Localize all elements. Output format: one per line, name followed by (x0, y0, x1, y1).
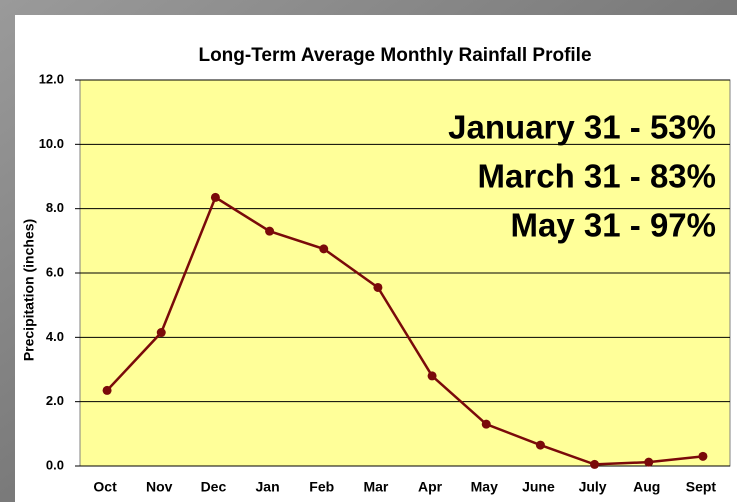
annotation: January 31 - 53% (448, 109, 716, 146)
y-tick-label: 8.0 (46, 200, 64, 215)
plot: Oct Nov Dec Jan Feb Mar Apr May June July Aug Sept (93, 192, 717, 495)
y-tick-label: 4.0 (46, 329, 64, 344)
marker (644, 457, 654, 467)
x-tick-label: Dec (201, 479, 227, 495)
y-tick-label: 6.0 (46, 264, 64, 279)
annotations: January 31 - 53% March 31 - 83% May 31 - 9… (448, 109, 716, 244)
line (106, 195, 704, 466)
marker (590, 459, 600, 469)
marker (373, 282, 383, 292)
x-tick-label: Sept (686, 479, 717, 495)
x-tick-label: June (522, 479, 555, 495)
marker (427, 371, 437, 381)
y-tick-label: 0.0 (46, 457, 64, 472)
x-tick-label: May (471, 479, 498, 495)
x-tick-label: Feb (309, 479, 334, 495)
marker (481, 419, 491, 429)
x-tick-label: Aug (633, 479, 660, 495)
marker (156, 328, 166, 338)
marker (319, 244, 329, 254)
x-tick-label: Apr (418, 479, 443, 495)
marker (535, 440, 545, 450)
annotation: May 31 - 97% (511, 207, 716, 244)
marker (698, 451, 708, 461)
marker (102, 385, 112, 395)
x-tick-label: Oct (93, 479, 117, 495)
annotation: March 31 - 83% (478, 158, 716, 195)
y-tick-label: 10.0 (39, 136, 64, 151)
x-tick-label: Nov (146, 479, 173, 495)
x-tick-label: July (579, 479, 607, 495)
marker (210, 192, 220, 202)
y-axis-label: Precipitation (inches) (21, 219, 37, 361)
marker (265, 226, 275, 236)
x-tick-label: Jan (256, 479, 280, 495)
x-tick-label: Mar (363, 479, 388, 495)
y-tick-label: 12.0 (39, 71, 64, 86)
grid: 0.0 2.0 4.0 6.0 8.0 10.0 12.0 (39, 71, 730, 472)
chart-title: Long-Term Average Monthly Rainfall Profi… (198, 45, 591, 66)
y-tick-label: 2.0 (46, 393, 64, 408)
